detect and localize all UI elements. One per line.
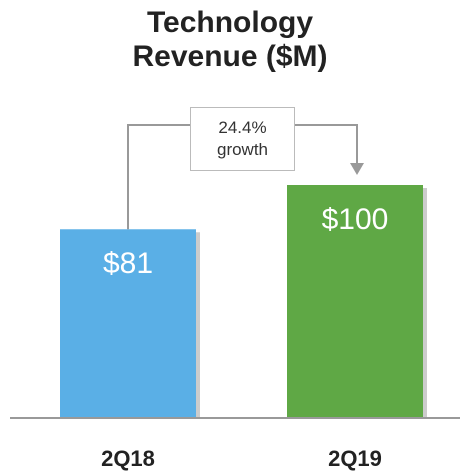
bar xyxy=(60,229,196,418)
annotation: 24.4% growth xyxy=(216,118,269,159)
arrow-head xyxy=(350,163,364,175)
value-label: $81 xyxy=(103,247,153,280)
value-label: $100 xyxy=(322,203,389,236)
bar xyxy=(287,185,423,418)
x-tick-label: 2Q19 xyxy=(328,446,382,471)
x-tick-label: 2Q18 xyxy=(101,446,155,471)
chart-title: Technology Revenue ($M) xyxy=(132,6,328,73)
annotation-box: 24.4% growth xyxy=(190,107,295,171)
